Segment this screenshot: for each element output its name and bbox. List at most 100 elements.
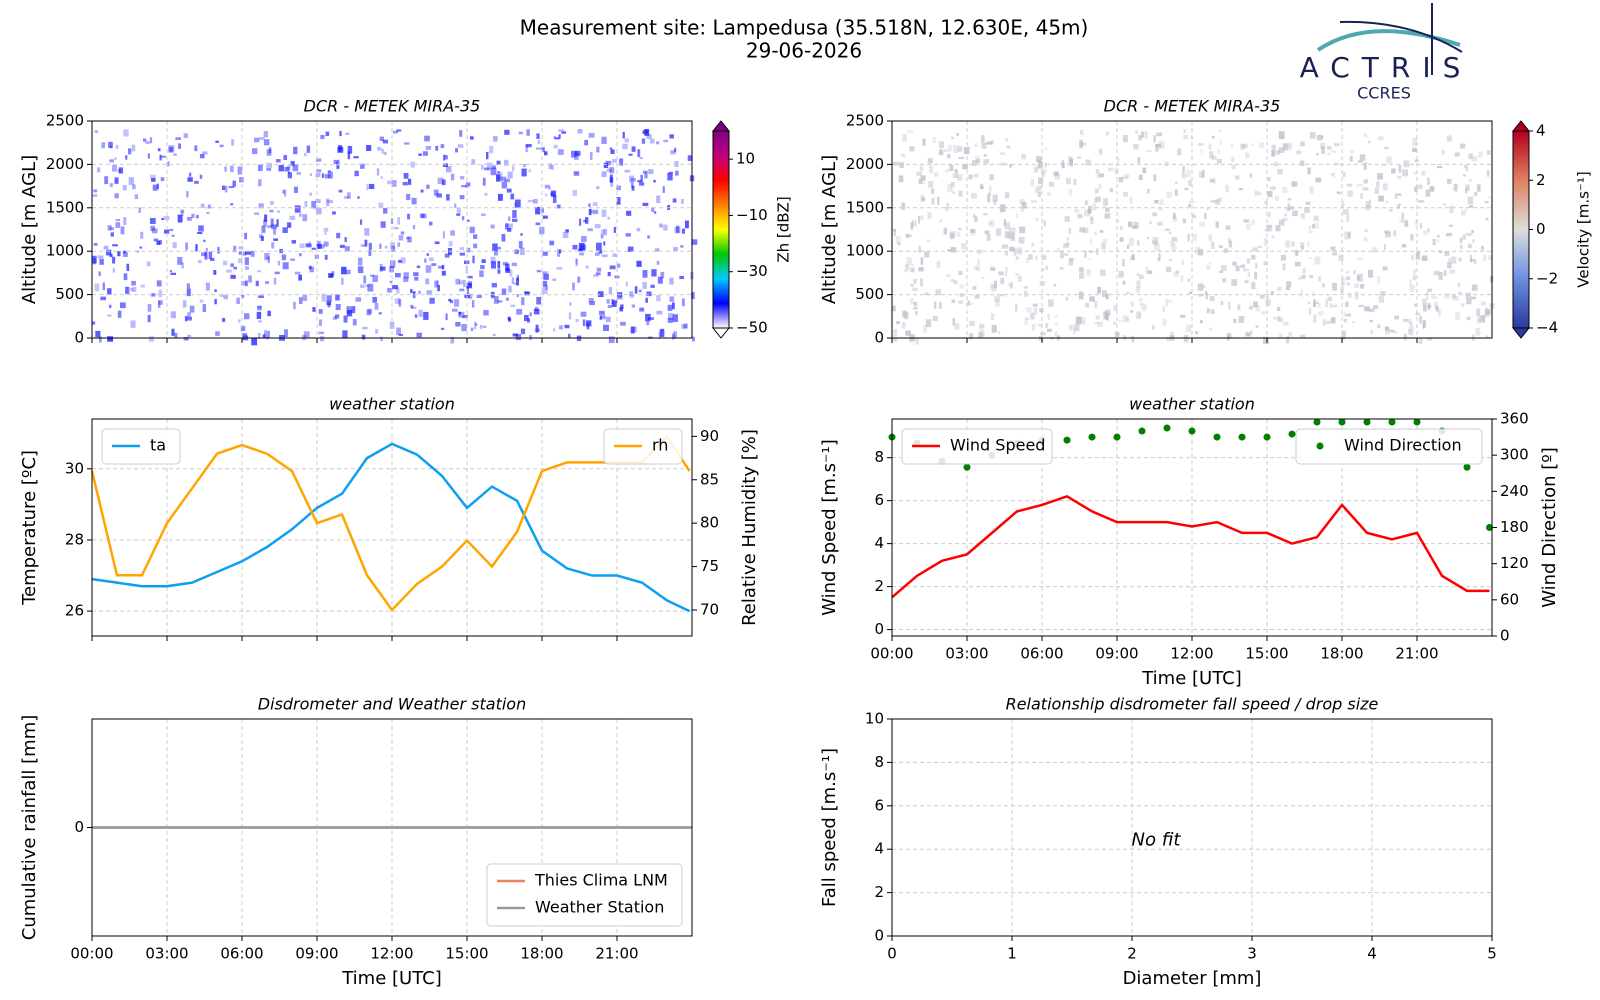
echo-texture	[1258, 192, 1262, 196]
echo-texture	[1346, 183, 1353, 187]
y-tick-label: 10	[865, 710, 884, 728]
echo-texture	[943, 149, 949, 152]
echo-texture	[1470, 296, 1476, 300]
echo-texture	[1368, 308, 1375, 313]
echo-texture	[1441, 150, 1445, 155]
axes-frame	[91, 120, 693, 339]
echo-texture	[459, 252, 465, 256]
echo-texture	[1278, 147, 1285, 153]
echo-texture	[217, 246, 220, 254]
echo-texture	[1135, 129, 1138, 135]
echo-texture	[1282, 218, 1288, 221]
echo-texture	[1476, 308, 1481, 317]
echo-texture	[282, 189, 285, 194]
echo-texture	[1471, 156, 1478, 162]
echo-texture	[1004, 138, 1009, 142]
echo-texture	[1199, 320, 1203, 324]
echo-texture	[366, 145, 372, 151]
echo-texture	[1347, 231, 1352, 239]
echo-texture	[359, 219, 363, 225]
echo-texture	[1392, 230, 1397, 237]
echo-texture	[543, 151, 548, 156]
echo-texture	[461, 324, 467, 332]
echo-texture	[441, 264, 445, 270]
echo-texture	[1291, 241, 1295, 247]
logo: ACTRIS	[1300, 51, 1473, 84]
echo-texture	[435, 145, 439, 151]
echo-texture	[230, 165, 234, 172]
echo-texture	[361, 334, 366, 340]
echo-texture	[996, 228, 1002, 236]
echo-texture	[1330, 246, 1335, 251]
echo-texture	[1039, 308, 1044, 313]
echo-texture	[421, 213, 427, 219]
echo-texture	[1277, 306, 1281, 312]
echo-texture	[398, 235, 404, 241]
echo-texture	[1004, 231, 1011, 239]
echo-texture	[1079, 272, 1085, 279]
echo-texture	[1249, 173, 1252, 176]
echo-texture	[1449, 134, 1452, 142]
echo-texture	[662, 186, 665, 193]
echo-texture	[1054, 331, 1058, 337]
echo-texture	[1166, 266, 1172, 273]
echo-texture	[595, 242, 602, 251]
echo-texture	[1004, 221, 1011, 230]
y-tick-label: 6	[874, 796, 884, 814]
echo-texture	[1254, 190, 1259, 196]
echo-texture	[496, 160, 501, 165]
echo-texture	[441, 270, 446, 276]
echo-texture	[177, 214, 183, 223]
echo-texture	[147, 153, 150, 159]
echo-texture	[442, 163, 448, 168]
echo-texture	[1363, 179, 1369, 184]
echo-texture	[1000, 294, 1005, 297]
echo-texture	[1166, 336, 1171, 341]
echo-texture	[518, 240, 523, 249]
echo-texture	[199, 299, 204, 303]
echo-texture	[528, 169, 531, 173]
echo-texture	[1189, 291, 1193, 295]
echo-texture	[1152, 324, 1155, 330]
echo-texture	[1308, 257, 1312, 260]
echo-texture	[1313, 304, 1316, 308]
echo-texture	[1131, 335, 1135, 343]
echo-texture	[1271, 144, 1276, 151]
echo-texture	[1471, 230, 1474, 234]
echo-texture	[1301, 245, 1304, 250]
echo-texture	[1270, 291, 1274, 294]
echo-texture	[1472, 239, 1475, 244]
echo-texture	[400, 231, 405, 235]
echo-texture	[594, 223, 601, 229]
echo-texture	[1228, 240, 1233, 248]
echo-texture	[1277, 286, 1282, 291]
echo-texture	[410, 291, 416, 294]
echo-texture	[520, 233, 523, 236]
echo-texture	[1147, 270, 1153, 275]
echo-texture	[414, 276, 419, 281]
echo-texture	[466, 282, 472, 289]
echo-texture	[977, 259, 980, 266]
echo-texture	[368, 183, 375, 190]
echo-texture	[909, 146, 915, 152]
echo-texture	[564, 324, 570, 329]
echo-texture	[1467, 196, 1474, 205]
echo-texture	[1079, 141, 1084, 149]
echo-texture	[1327, 296, 1332, 301]
echo-texture	[1164, 161, 1169, 167]
echo-texture	[553, 328, 556, 332]
echo-texture	[970, 229, 976, 236]
echo-texture	[413, 272, 419, 277]
echo-texture	[1093, 231, 1097, 235]
echo-texture	[384, 245, 388, 249]
echo-texture	[1433, 270, 1440, 276]
echo-texture	[1410, 322, 1413, 327]
echo-texture	[291, 240, 296, 244]
echo-texture	[1020, 208, 1024, 213]
echo-texture	[1054, 315, 1058, 318]
echo-texture	[188, 172, 192, 177]
y-tick-label: 30	[65, 459, 84, 477]
echo-texture	[631, 185, 635, 191]
echo-texture	[1233, 318, 1237, 324]
